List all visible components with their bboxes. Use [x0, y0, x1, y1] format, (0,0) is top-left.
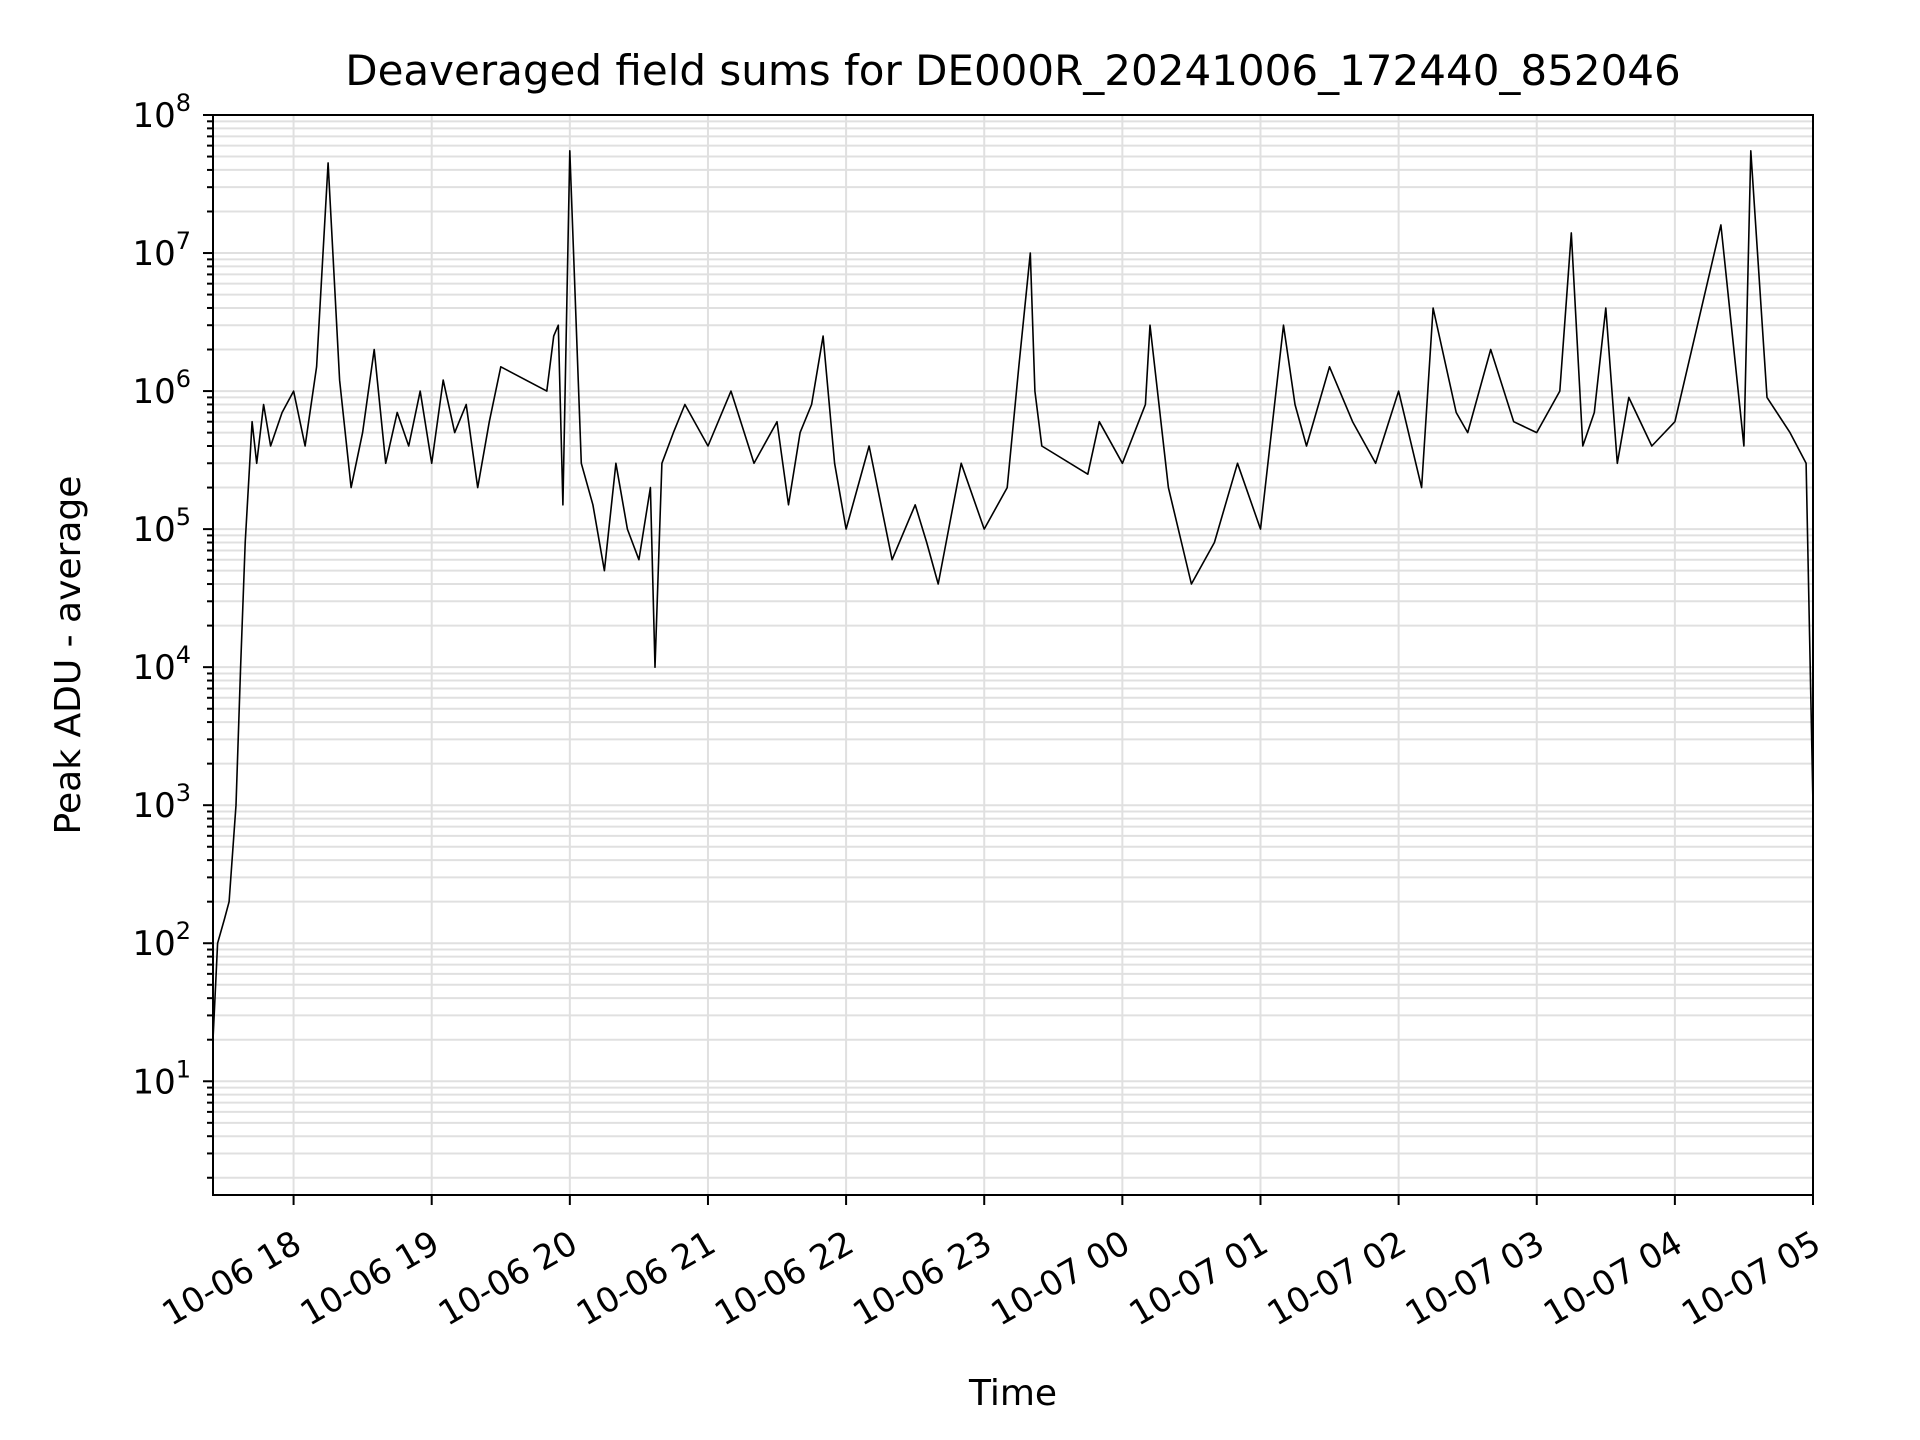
x-tick-label: 10-06 22 [708, 1223, 860, 1334]
y-tick-label: 108 [132, 89, 191, 136]
x-tick-label: 10-06 19 [294, 1223, 446, 1334]
x-tick-label: 10-07 05 [1675, 1223, 1827, 1334]
y-tick-label: 107 [132, 227, 191, 274]
x-tick-label: 10-06 23 [846, 1223, 998, 1334]
y-tick-label: 103 [132, 779, 191, 826]
y-tick-label: 106 [132, 365, 191, 412]
y-axis: 101 102 103 104 105 106 107 108 [132, 89, 213, 1179]
x-tick-label: 10-07 04 [1537, 1223, 1689, 1334]
y-tick-label: 102 [132, 917, 191, 964]
x-tick-label: 10-07 03 [1399, 1223, 1551, 1334]
x-tick-label: 10-07 02 [1261, 1223, 1413, 1334]
y-axis-label: Peak ADU - average [48, 476, 89, 835]
x-tick-label: 10-06 20 [432, 1223, 584, 1334]
series-line [212, 150, 1814, 1040]
x-axis-label: Time [968, 1373, 1057, 1414]
y-tick-label: 105 [132, 503, 191, 550]
chart-title: Deaveraged field sums for DE000R_2024100… [345, 46, 1681, 95]
x-tick-label: 10-07 00 [984, 1223, 1136, 1334]
y-tick-label: 101 [132, 1055, 191, 1102]
x-tick-label: 10-06 21 [570, 1223, 722, 1334]
x-tick-label: 10-06 18 [156, 1223, 308, 1334]
series-layer [212, 150, 1814, 1040]
plot-frame [212, 114, 1814, 1196]
x-tick-label: 10-07 01 [1123, 1223, 1275, 1334]
y-tick-label: 104 [132, 641, 191, 688]
